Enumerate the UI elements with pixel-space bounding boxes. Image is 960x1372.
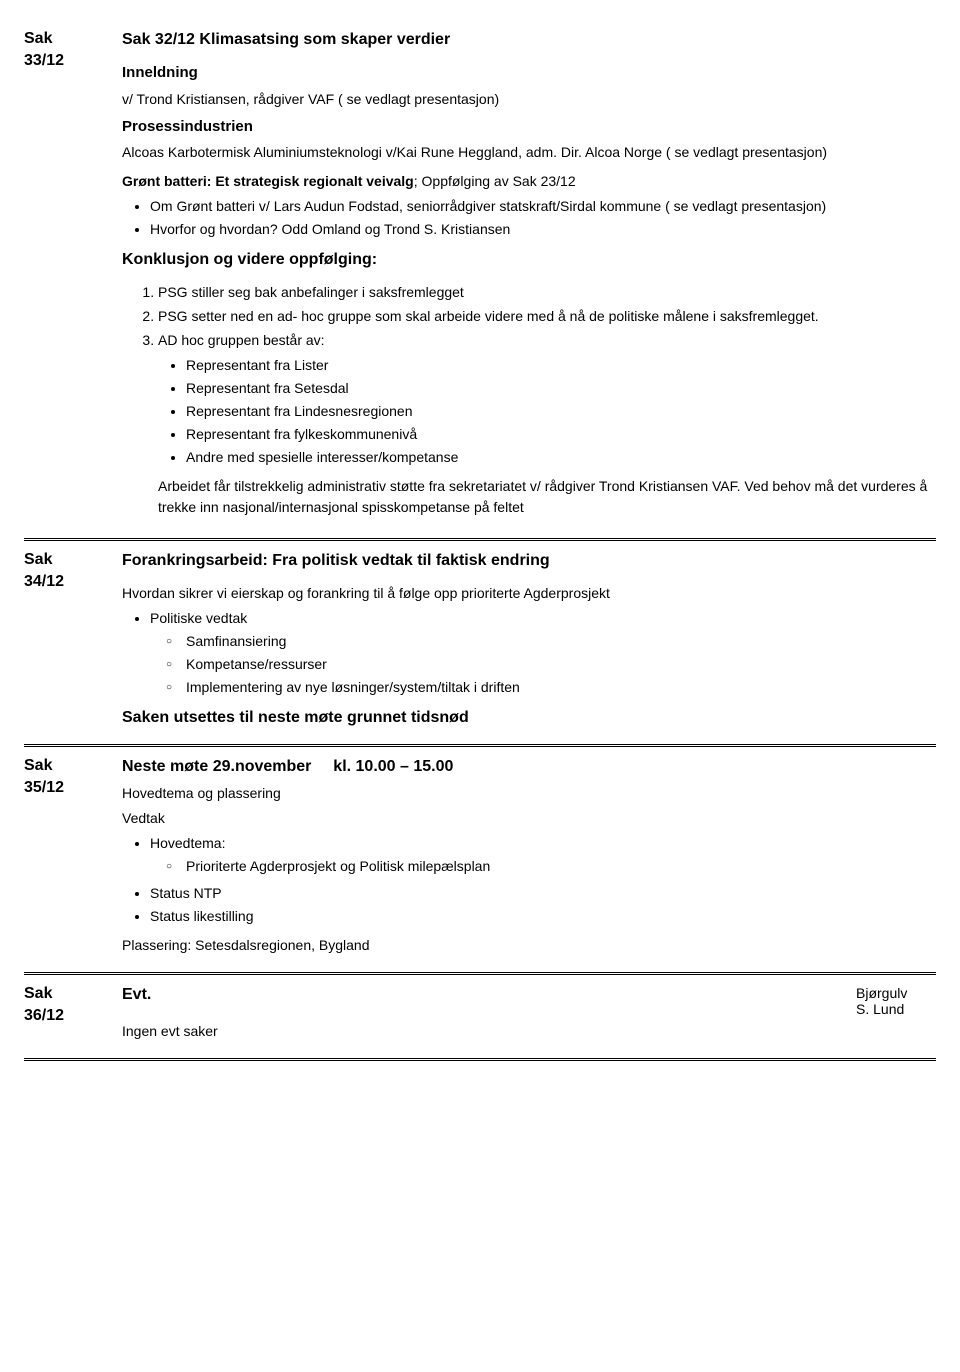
sak-33-id: Sak 33/12 <box>24 28 104 526</box>
sig-line-1: Bjørgulv <box>856 985 936 1001</box>
konklusjon-item-3: AD hoc gruppen består av: Representant f… <box>158 330 936 518</box>
gront-bullets: Om Grønt batteri v/ Lars Audun Fodstad, … <box>122 196 936 240</box>
sak-35-id: Sak 35/12 <box>24 755 104 960</box>
sak-34-b1-text: Politiske vedtak <box>150 610 247 626</box>
sak-35-vedtak: Vedtak <box>122 808 936 829</box>
innledning-body: v/ Trond Kristiansen, rådgiver VAF ( se … <box>122 89 936 110</box>
sak-35-row: Sak 35/12 Neste møte 29.november kl. 10.… <box>24 747 936 975</box>
sak-35-b1: Hovedtema: Prioriterte Agderprosjekt og … <box>150 833 936 877</box>
sak-34-sub: Samfinansiering Kompetanse/ressurser Imp… <box>150 631 936 698</box>
adhoc-sub-3: Representant fra Lindesnesregionen <box>186 401 936 422</box>
gront-bullet-2: Hvorfor og hvordan? Odd Omland og Trond … <box>150 219 936 240</box>
prosess-heading: Prosessindustrien <box>122 116 936 139</box>
sak-33-id-text: Sak 33/12 <box>24 30 64 69</box>
sak-35-b3: Status likestilling <box>150 906 936 927</box>
gront-bullet-1: Om Grønt batteri v/ Lars Audun Fodstad, … <box>150 196 936 217</box>
sak-34-sub-2: Kompetanse/ressurser <box>186 654 936 675</box>
sak-36-id: Sak 36/12 <box>24 983 104 1046</box>
adhoc-sub-2: Representant fra Setesdal <box>186 378 936 399</box>
innledning-heading: Inneldning <box>122 62 936 85</box>
sak-34-id: Sak 34/12 <box>24 549 104 732</box>
sak-34-sub-1: Samfinansiering <box>186 631 936 652</box>
gront-heading: Grønt batteri: Et strategisk regionalt v… <box>122 173 414 189</box>
sak-34-b1: Politiske vedtak Samfinansiering Kompeta… <box>150 608 936 698</box>
sak-35-title-line: Neste møte 29.november kl. 10.00 – 15.00 <box>122 755 936 779</box>
konklusjon-item-2: PSG setter ned en ad- hoc gruppe som ska… <box>158 306 936 327</box>
sak-35-title-prefix: Neste møte 29.november <box>122 758 311 775</box>
sak-34-utsettes: Saken utsettes til neste møte grunnet ti… <box>122 706 936 730</box>
sak-33-row: Sak 33/12 Sak 32/12 Klimasatsing som ska… <box>24 20 936 541</box>
sak-34-sub-3: Implementering av nye løsninger/system/t… <box>186 677 936 698</box>
konklusjon-item-1: PSG stiller seg bak anbefalinger i saksf… <box>158 282 936 303</box>
sak-34-intro: Hvordan sikrer vi eierskap og forankring… <box>122 583 936 604</box>
adhoc-sub-4: Representant fra fylkeskommunenivå <box>186 424 936 445</box>
sak-36-content: Evt. Ingen evt saker <box>122 983 838 1046</box>
prosess-body: Alcoas Karbotermisk Aluminiumsteknologi … <box>122 142 936 163</box>
konklusjon-item-3-text: AD hoc gruppen består av: <box>158 332 325 348</box>
sak-35-content: Neste møte 29.november kl. 10.00 – 15.00… <box>122 755 936 960</box>
sak-35-line1: Hovedtema og plassering <box>122 783 936 804</box>
sak-36-id-text: Sak 36/12 <box>24 985 64 1024</box>
sak-35-bullets: Hovedtema: Prioriterte Agderprosjekt og … <box>122 833 936 927</box>
sig-line-2: S. Lund <box>856 1001 936 1017</box>
sak-34-title: Forankringsarbeid: Fra politisk vedtak t… <box>122 549 936 573</box>
sak-34-row: Sak 34/12 Forankringsarbeid: Fra politis… <box>24 541 936 747</box>
adhoc-sub-5: Andre med spesielle interesser/kompetans… <box>186 447 936 468</box>
gront-line: Grønt batteri: Et strategisk regionalt v… <box>122 171 936 192</box>
sak-36-title: Evt. <box>122 983 838 1007</box>
sak-35-sub: Prioriterte Agderprosjekt og Politisk mi… <box>150 856 936 877</box>
sak-35-id-text: Sak 35/12 <box>24 757 64 796</box>
adhoc-followup: Arbeidet får tilstrekkelig administrativ… <box>158 476 936 518</box>
sak-35-sub-1: Prioriterte Agderprosjekt og Politisk mi… <box>186 856 936 877</box>
sak-35-title-time: kl. 10.00 – 15.00 <box>333 758 453 775</box>
sak-35-plassering: Plassering: Setesdalsregionen, Bygland <box>122 935 936 956</box>
sak-34-id-text: Sak 34/12 <box>24 551 64 590</box>
adhoc-sub-1: Representant fra Lister <box>186 355 936 376</box>
sak-33-content: Sak 32/12 Klimasatsing som skaper verdie… <box>122 28 936 526</box>
adhoc-sublist: Representant fra Lister Representant fra… <box>158 355 936 468</box>
konklusjon-list: PSG stiller seg bak anbefalinger i saksf… <box>122 282 936 518</box>
sak-35-b2: Status NTP <box>150 883 936 904</box>
sak-34-bullets: Politiske vedtak Samfinansiering Kompeta… <box>122 608 936 698</box>
sak-36-signature: Bjørgulv S. Lund <box>856 983 936 1046</box>
sak-34-content: Forankringsarbeid: Fra politisk vedtak t… <box>122 549 936 732</box>
sak-36-row: Sak 36/12 Evt. Ingen evt saker Bjørgulv … <box>24 975 936 1061</box>
sak-35-b1-text: Hovedtema: <box>150 835 225 851</box>
sak-33-title: Sak 32/12 Klimasatsing som skaper verdie… <box>122 28 936 52</box>
gront-suffix: ; Oppfølging av Sak 23/12 <box>414 173 576 189</box>
konklusjon-heading: Konklusjon og videre oppfølging: <box>122 248 936 272</box>
sak-36-body: Ingen evt saker <box>122 1021 838 1042</box>
